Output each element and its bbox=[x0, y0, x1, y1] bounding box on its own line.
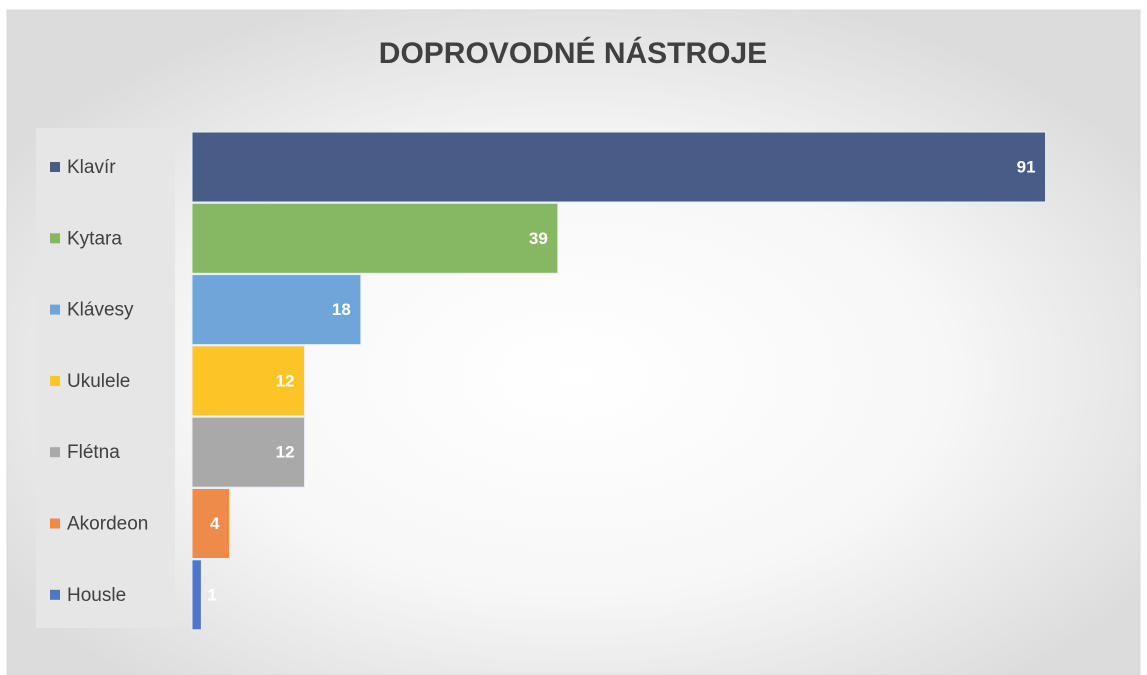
legend-swatch bbox=[50, 447, 60, 458]
data-label: 91 bbox=[1017, 157, 1036, 176]
legend-swatch bbox=[50, 304, 60, 315]
legend-swatch bbox=[50, 589, 60, 600]
data-label: 12 bbox=[276, 443, 295, 462]
bar bbox=[191, 202, 559, 274]
bar bbox=[191, 416, 306, 488]
data-label: 4 bbox=[210, 514, 220, 533]
legend-label: Flétna bbox=[67, 442, 120, 463]
chart-area bbox=[6, 9, 1141, 675]
data-label: 18 bbox=[332, 300, 351, 319]
legend-label: Klávesy bbox=[67, 300, 134, 321]
bar bbox=[191, 345, 306, 417]
legend-label: Kytara bbox=[67, 228, 122, 249]
bar bbox=[191, 131, 1047, 203]
bar bbox=[191, 488, 231, 559]
chart-title: DOPROVODNÉ NÁSTROJE bbox=[379, 36, 767, 70]
bar bbox=[191, 274, 362, 346]
legend-label: Klavír bbox=[67, 157, 116, 178]
legend-label: Ukulele bbox=[67, 371, 130, 392]
legend-label: Akordeon bbox=[67, 514, 148, 535]
legend-swatch bbox=[50, 233, 60, 244]
legend-label: Housle bbox=[67, 585, 126, 606]
data-label: 39 bbox=[529, 229, 548, 248]
legend-swatch bbox=[50, 162, 60, 172]
bar bbox=[191, 559, 202, 631]
data-label: 1 bbox=[207, 585, 216, 604]
legend-swatch bbox=[50, 518, 60, 529]
data-label: 12 bbox=[276, 371, 295, 390]
legend-swatch bbox=[50, 375, 60, 386]
